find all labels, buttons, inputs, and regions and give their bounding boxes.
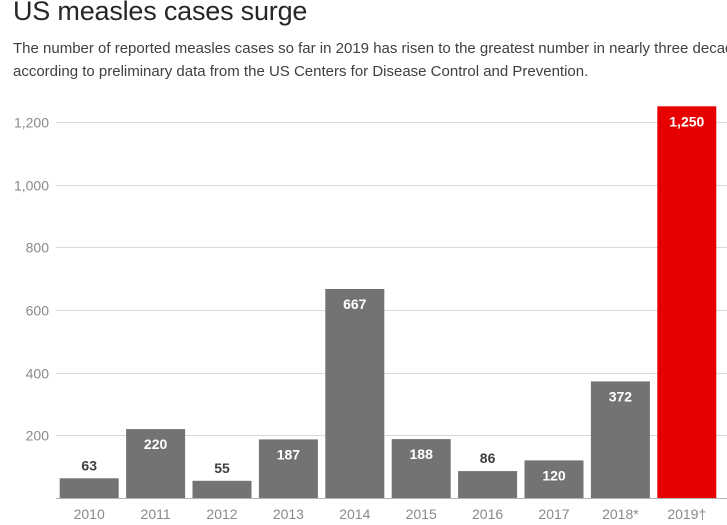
data-label: 55: [214, 460, 230, 476]
x-tick-label: 2010: [74, 506, 105, 522]
x-tick-label: 2014: [339, 506, 370, 522]
bars: [59, 106, 717, 499]
x-tick-label: 2019†: [667, 506, 706, 522]
y-tick-label: 400: [26, 366, 50, 382]
y-tick-label: 200: [26, 428, 50, 444]
bar-2014: [325, 289, 385, 498]
data-label: 187: [277, 446, 301, 462]
data-label: 667: [343, 296, 367, 312]
data-label: 372: [609, 388, 633, 404]
data-label: 120: [542, 467, 566, 483]
x-tick-label: 2015: [406, 506, 437, 522]
bar-2013: [258, 439, 318, 498]
data-labels: 63 220 55 187 667 188 86 120 372 1,250: [81, 113, 704, 483]
y-tick-label: 1,200: [14, 115, 49, 131]
data-label: 86: [480, 450, 496, 466]
bar-2015: [391, 439, 451, 498]
x-tick-label: 2012: [206, 506, 237, 522]
x-tick-label: 2016: [472, 506, 503, 522]
bar-2010: [59, 478, 119, 498]
x-tick-label: 2018*: [602, 506, 639, 522]
chart-title: US measles cases surge: [13, 0, 308, 26]
y-tick-label: 1,000: [14, 178, 49, 194]
gridlines: 200 400 600 800 1,000 1,200: [14, 115, 727, 444]
data-label: 220: [144, 436, 168, 452]
y-tick-label: 600: [26, 303, 50, 319]
data-label: 1,250: [669, 113, 704, 129]
x-tick-label: 2017: [538, 506, 569, 522]
chart-subtitle: The number of reported measles cases so …: [13, 40, 727, 80]
bar-2012: [192, 480, 252, 498]
x-axis: 2010 2011 2012 2013 2014 2015 2016 2017 2018* 201…: [56, 498, 727, 522]
x-tick-label: 2013: [273, 506, 304, 522]
bar-2016: [458, 471, 518, 498]
bar-2019: [657, 106, 717, 499]
x-tick-label: 2011: [141, 506, 171, 522]
data-label: 188: [410, 446, 434, 462]
bar-2011: [126, 429, 186, 498]
bar-2017: [524, 460, 584, 498]
data-label: 63: [81, 457, 97, 473]
bar-2018: [590, 381, 650, 498]
y-tick-label: 800: [26, 240, 50, 256]
